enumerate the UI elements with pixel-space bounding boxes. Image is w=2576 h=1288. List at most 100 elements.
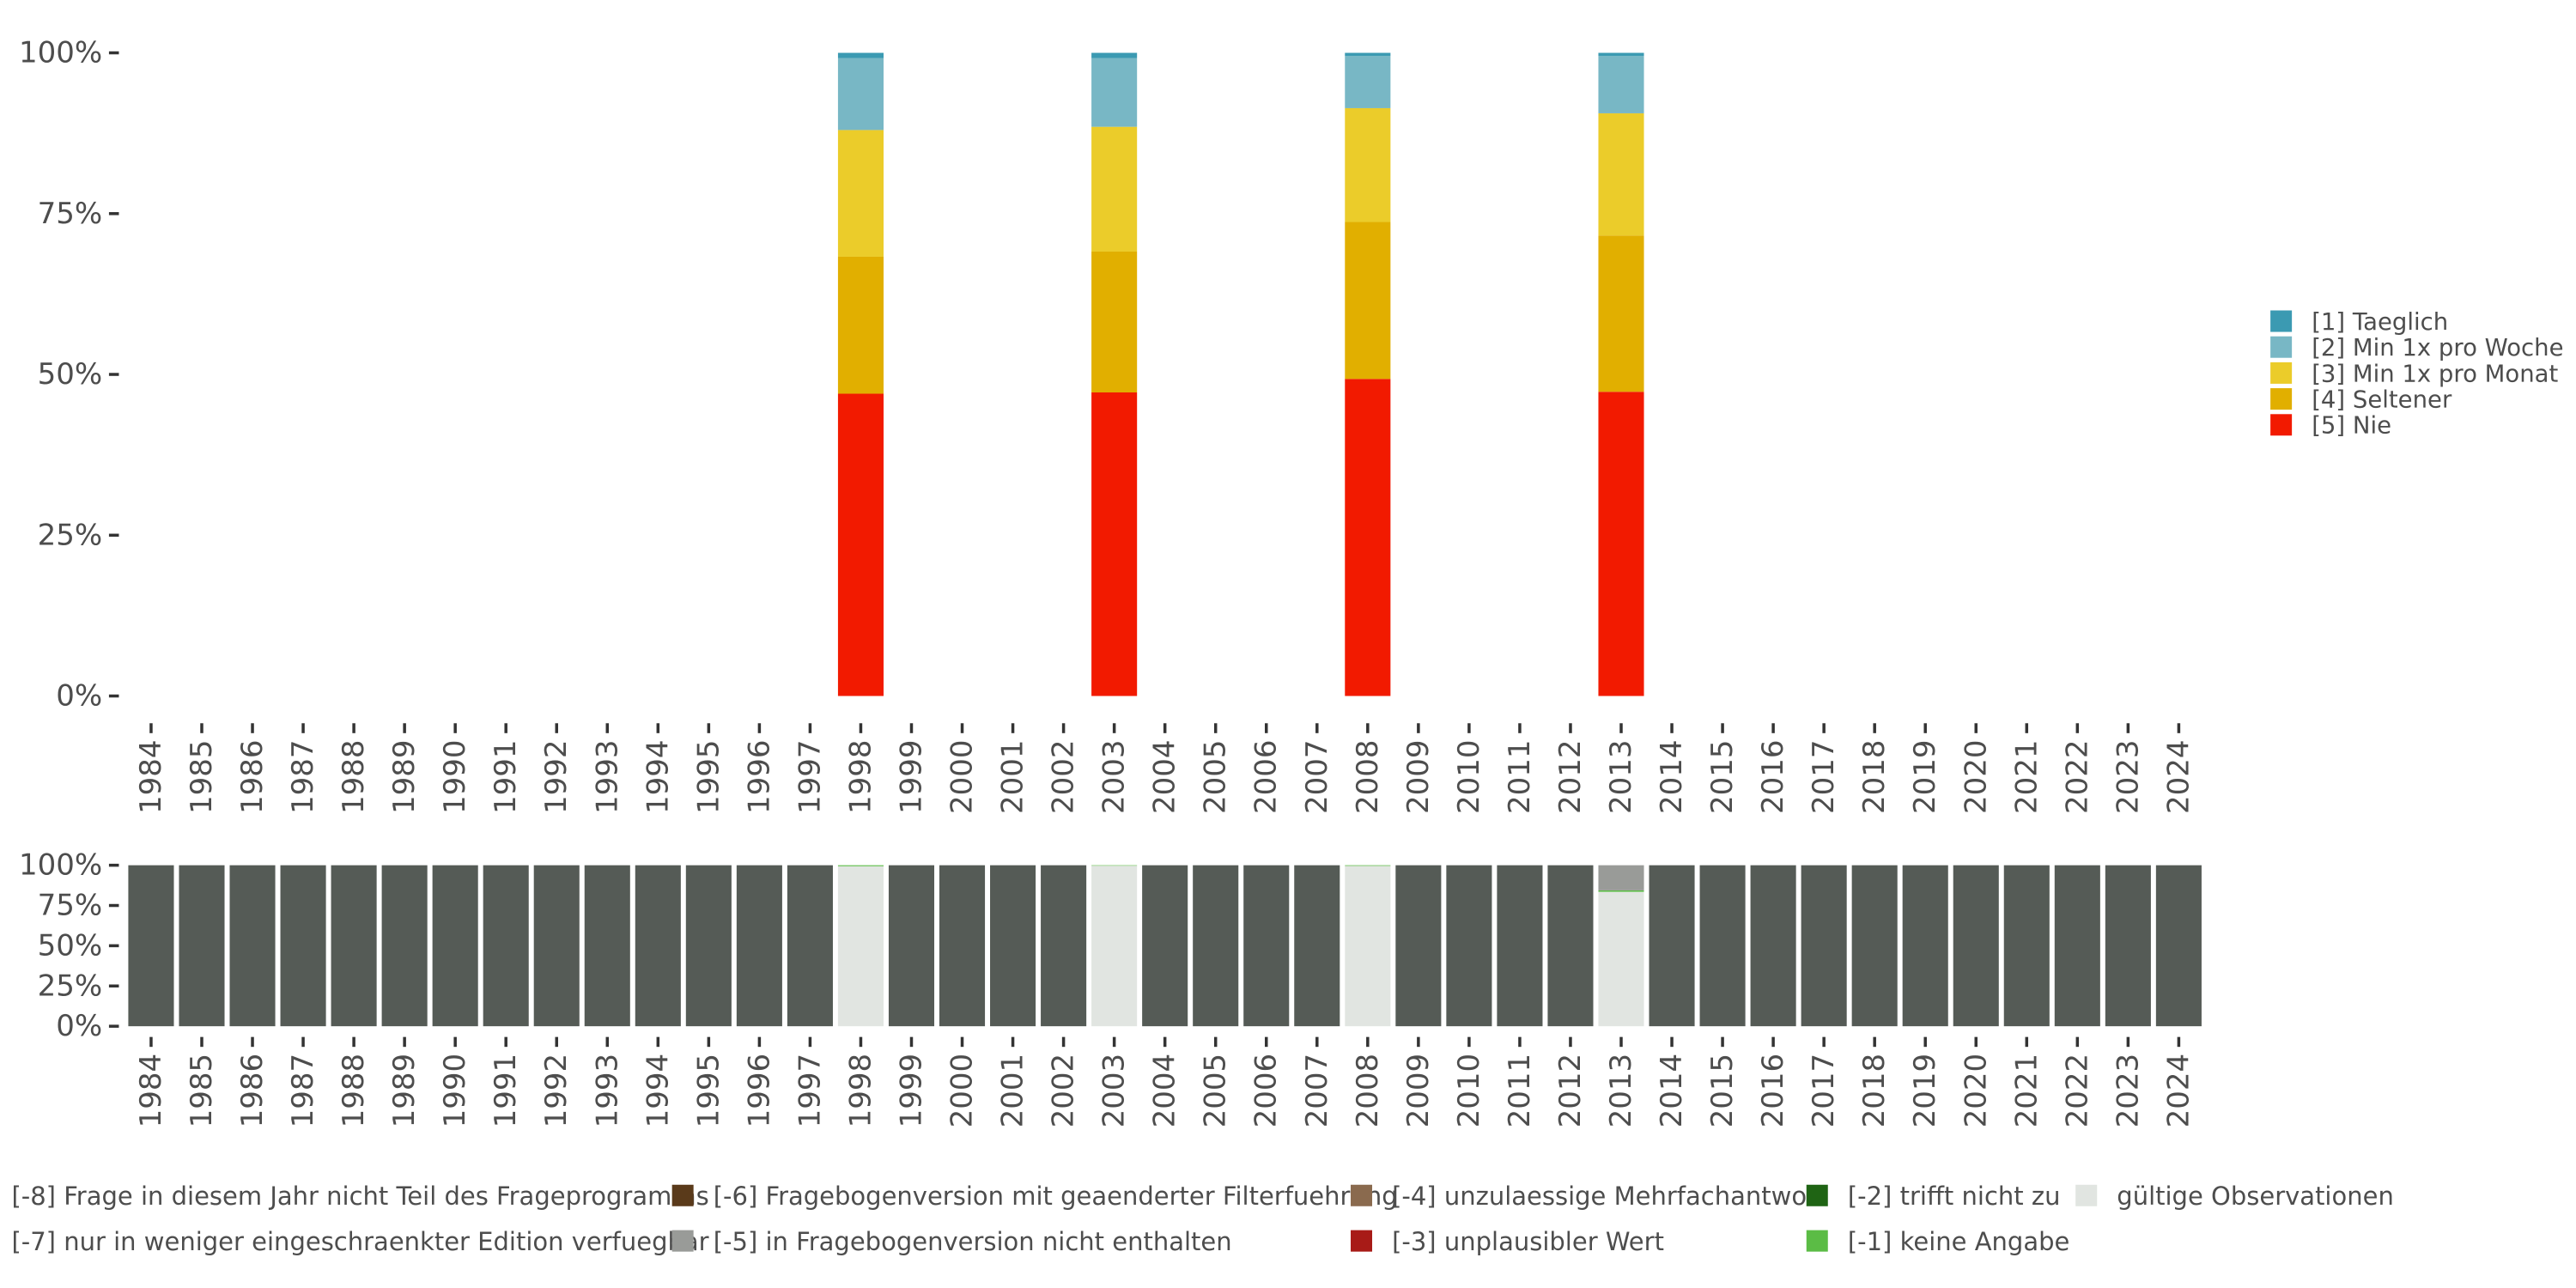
top-y-tick-label: 100% (19, 36, 102, 70)
bottom-x-tick-label: 2017 (1807, 1054, 1841, 1128)
top-bar-segment-1998-2-min-1x-pro-woche (837, 58, 884, 131)
top-x-tick-label: 2022 (2060, 740, 2094, 815)
top-legend-label: [4] Seltener (2312, 386, 2452, 414)
top-x-tick-label: 2016 (1756, 740, 1790, 815)
top-x-tick-label: 1999 (894, 740, 928, 815)
bottom-legend: [-8] Frage in diesem Jahr nicht Teil des… (11, 1182, 2393, 1256)
top-x-tick-label: 1998 (843, 740, 878, 815)
top-legend-key-3-min-1x-pro-monat (2270, 361, 2293, 384)
top-bar-segment-1998-1-taeglich (837, 52, 884, 58)
bottom-x-tick-label: 1987 (286, 1054, 320, 1128)
top-x-tick-label: 2015 (1705, 740, 1740, 815)
top-bar-segment-2008-3-min-1x-pro-monat (1345, 107, 1391, 222)
bottom-bar-segment-1989-8-frage-in-diesem-jahr-nicht-teil-des-frageprogramms (381, 865, 428, 1027)
bottom-bar-segment-2019-8-frage-in-diesem-jahr-nicht-teil-des-frageprogramms (1902, 865, 1948, 1027)
bottom-bar-segment-2012-8-frage-in-diesem-jahr-nicht-teil-des-frageprogramms (1547, 865, 1594, 1027)
bottom-bar-segment-2017-8-frage-in-diesem-jahr-nicht-teil-des-frageprogramms (1801, 865, 1847, 1027)
bottom-x-tick-label: 2008 (1351, 1054, 1385, 1128)
bottom-bar-segment-2007-8-frage-in-diesem-jahr-nicht-teil-des-frageprogramms (1294, 865, 1340, 1027)
bottom-x-tick-label: 2013 (1604, 1054, 1638, 1128)
bottom-bar-segment-2005-8-frage-in-diesem-jahr-nicht-teil-des-frageprogramms (1193, 865, 1239, 1027)
bottom-x-tick-label: 2018 (1857, 1054, 1892, 1128)
bottom-x-tick-label: 2006 (1249, 1054, 1284, 1128)
bottom-x-tick-label: 2004 (1148, 1054, 1182, 1128)
bottom-bar-segment-2001-8-frage-in-diesem-jahr-nicht-teil-des-frageprogramms (990, 865, 1036, 1027)
bottom-bar-segment-1993-8-frage-in-diesem-jahr-nicht-teil-des-frageprogramms (584, 865, 630, 1027)
top-x-tick-label: 1989 (387, 740, 422, 815)
bottom-legend-key-5-in-fragebogenversion-nicht-enthalten (671, 1230, 694, 1252)
top-x-tick-label: 2005 (1199, 740, 1233, 815)
bottom-legend-key-1-keine-angabe (1806, 1230, 1828, 1252)
top-bar-segment-2008-4-seltener (1345, 222, 1391, 380)
top-x-tick-label: 2011 (1503, 740, 1537, 815)
bottom-bar-segment-1997-8-frage-in-diesem-jahr-nicht-teil-des-frageprogramms (787, 865, 833, 1027)
bottom-bar-segment-2004-8-frage-in-diesem-jahr-nicht-teil-des-frageprogramms (1142, 865, 1188, 1027)
top-bar-segment-1998-4-seltener (837, 256, 884, 394)
top-x-tick-label: 2008 (1351, 740, 1385, 815)
bottom-x-tick-label: 1994 (641, 1054, 675, 1128)
top-x-tick-label: 1996 (742, 740, 776, 815)
bottom-x-tick-label: 1996 (742, 1054, 776, 1128)
bottom-bar-segment-2022-8-frage-in-diesem-jahr-nicht-teil-des-frageprogramms (2054, 865, 2100, 1027)
bottom-chart: 0% 25% 50% 75% 100% 1984 1985 1986 1987 1988 1989 1… (19, 848, 2202, 1128)
top-x-tick-label: 2021 (2009, 740, 2044, 815)
bottom-bar-segment-2006-8-frage-in-diesem-jahr-nicht-teil-des-frageprogramms (1243, 865, 1290, 1027)
bottom-x-tick-label: 1995 (691, 1054, 726, 1128)
top-x-tick-label: 2017 (1807, 740, 1841, 815)
bottom-legend-label: [-4] unzulaessige Mehrfachantwort (1392, 1182, 1826, 1211)
top-legend-key-2-min-1x-pro-woche (2270, 336, 2293, 358)
bottom-legend-label: [-8] Frage in diesem Jahr nicht Teil des… (11, 1182, 708, 1211)
top-x-tick-label: 2024 (2161, 740, 2196, 815)
bottom-bar-segment-2009-8-frage-in-diesem-jahr-nicht-teil-des-frageprogramms (1395, 865, 1442, 1027)
bottom-bar-segment-2010-8-frage-in-diesem-jahr-nicht-teil-des-frageprogramms (1446, 865, 1492, 1027)
bottom-x-tick-label: 2010 (1452, 1054, 1486, 1128)
top-x-tick-label: 1991 (489, 740, 523, 815)
bottom-bar-segment-1990-8-frage-in-diesem-jahr-nicht-teil-des-frageprogramms (432, 865, 478, 1027)
bottom-bar-segment-1987-8-frage-in-diesem-jahr-nicht-teil-des-frageprogramms (280, 865, 326, 1027)
top-x-tick-label: 1992 (539, 740, 574, 815)
bottom-x-tick-label: 2023 (2111, 1054, 2145, 1128)
bottom-bar-segment-1984-8-frage-in-diesem-jahr-nicht-teil-des-frageprogramms (128, 865, 174, 1027)
top-x-tick-label: 2020 (1959, 740, 1993, 815)
bottom-y-tick-label: 25% (38, 969, 103, 1003)
bottom-x-tick-label: 2003 (1097, 1054, 1132, 1128)
bottom-x-tick-label: 2019 (1908, 1054, 1942, 1128)
bottom-x-tick-label: 2007 (1300, 1054, 1334, 1128)
bottom-x-tick-label: 2001 (996, 1054, 1030, 1128)
top-x-tick-label: 2023 (2111, 740, 2145, 815)
top-bar-segment-2008-2-min-1x-pro-woche (1345, 56, 1391, 108)
bottom-x-tick-label: 2009 (1401, 1054, 1436, 1128)
top-y-tick-label: 75% (38, 197, 103, 231)
top-x-tick-label: 2000 (945, 740, 980, 815)
bottom-y-tick-label: 50% (38, 928, 103, 963)
top-x-tick-label: 2004 (1148, 740, 1182, 815)
bottom-x-tick-label: 2024 (2161, 1054, 2196, 1128)
bottom-x-tick-label: 2014 (1655, 1054, 1689, 1128)
bottom-bar-segment-1986-8-frage-in-diesem-jahr-nicht-teil-des-frageprogramms (229, 865, 276, 1027)
bottom-bar-segment-1995-8-frage-in-diesem-jahr-nicht-teil-des-frageprogramms (685, 865, 732, 1027)
top-bar-segment-2003-2-min-1x-pro-woche (1091, 58, 1138, 127)
bottom-legend-label: [-3] unplausibler Wert (1392, 1227, 1664, 1256)
top-x-tick-label: 2013 (1604, 740, 1638, 815)
top-x-tick-label: 2006 (1249, 740, 1284, 815)
bottom-x-tick-label: 2012 (1553, 1054, 1588, 1128)
top-x-tick-label: 1988 (337, 740, 371, 815)
top-legend-key-4-seltener (2270, 388, 2293, 410)
bottom-bar-segment-1994-8-frage-in-diesem-jahr-nicht-teil-des-frageprogramms (635, 865, 681, 1027)
top-bar-segment-2003-3-min-1x-pro-monat (1091, 126, 1138, 252)
top-y-tick-label: 0% (56, 679, 102, 714)
top-bar-segment-2013-5-nie (1598, 392, 1644, 696)
bottom-legend-key-g-ltige-observationen (2075, 1184, 2098, 1206)
bottom-bar-segment-1996-8-frage-in-diesem-jahr-nicht-teil-des-frageprogramms (736, 865, 782, 1027)
bottom-x-tick-label: 2011 (1503, 1054, 1537, 1128)
bottom-x-tick-label: 1992 (539, 1054, 574, 1128)
top-x-tick-label: 2001 (996, 740, 1030, 815)
top-y-tick-label: 25% (38, 518, 103, 552)
top-x-tick-label: 1995 (691, 740, 726, 815)
bottom-bar-segment-2016-8-frage-in-diesem-jahr-nicht-teil-des-frageprogramms (1750, 865, 1796, 1027)
bottom-x-tick-label: 2016 (1756, 1054, 1790, 1128)
top-x-tick-label: 2002 (1047, 740, 1081, 815)
bottom-bar-segment-1991-8-frage-in-diesem-jahr-nicht-teil-des-frageprogramms (483, 865, 529, 1027)
bottom-bar-segment-2013-1-keine-angabe (1598, 890, 1644, 892)
bottom-bar-segment-2014-8-frage-in-diesem-jahr-nicht-teil-des-frageprogramms (1649, 865, 1695, 1027)
